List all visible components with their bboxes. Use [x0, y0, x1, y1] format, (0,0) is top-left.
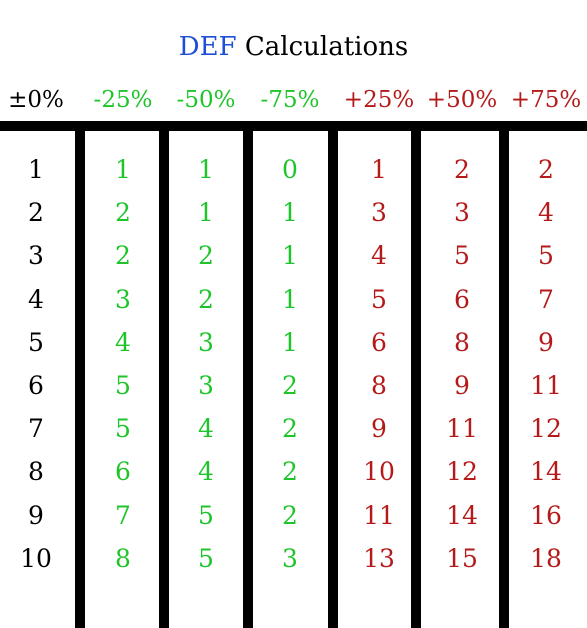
column-header: +25% — [343, 87, 415, 113]
column-divider — [499, 131, 509, 628]
table-cell: 9 — [454, 371, 470, 400]
table-cell: 3 — [28, 241, 44, 271]
table-cell: 2 — [115, 198, 131, 228]
table-cell: 1 — [115, 155, 131, 184]
table-cell: 12 — [530, 414, 562, 444]
table-cell: 3 — [282, 543, 298, 573]
table-cell: 4 — [28, 284, 44, 314]
table-cell: 1 — [282, 284, 298, 314]
table-cell: 4 — [198, 457, 214, 487]
table-cell: 3 — [454, 198, 470, 228]
table-cell: 13 — [363, 543, 395, 573]
title-accent: DEF — [178, 32, 237, 62]
table-cell: 2 — [282, 457, 298, 487]
table-cell: 5 — [538, 241, 554, 271]
table-cell: 1 — [198, 155, 214, 184]
table-cell: 4 — [198, 414, 214, 444]
table-cell: 6 — [454, 284, 470, 314]
table-cell: 9 — [371, 414, 387, 444]
table-cell: 5 — [371, 284, 387, 314]
table-cell: 5 — [198, 500, 214, 530]
table-cell: 2 — [198, 241, 214, 271]
table-cell: 1 — [282, 198, 298, 228]
table-cell: 14 — [446, 500, 478, 530]
table-cell: 5 — [198, 543, 214, 573]
table-cell: 11 — [363, 500, 395, 530]
column-header: +75% — [510, 87, 582, 113]
table-cell: 1 — [371, 155, 387, 184]
column-header: -25% — [93, 87, 153, 113]
table-cell: 1 — [28, 155, 44, 184]
table-cell: 2 — [28, 198, 44, 228]
header-rule — [0, 121, 587, 131]
table-cell: 1 — [282, 241, 298, 271]
table-cell: 2 — [454, 155, 470, 184]
table-cell: 0 — [282, 155, 298, 184]
column-divider — [411, 131, 421, 628]
table-cell: 4 — [371, 241, 387, 271]
table-cell: 8 — [371, 371, 387, 400]
column-divider — [159, 131, 169, 628]
table-cell: 7 — [115, 500, 131, 530]
column-header: -75% — [260, 87, 320, 113]
table-cell: 15 — [446, 543, 478, 573]
table-cell: 3 — [371, 198, 387, 228]
table-cell: 16 — [530, 500, 562, 530]
table-cell: 2 — [282, 371, 298, 400]
table-cell: 14 — [530, 457, 562, 487]
table-cell: 8 — [454, 327, 470, 357]
table-cell: 10 — [363, 457, 395, 487]
column-header: +50% — [426, 87, 498, 113]
table-cell: 11 — [530, 371, 562, 400]
table-cell: 18 — [530, 543, 562, 573]
column-divider — [328, 131, 338, 628]
table-cell: 6 — [28, 371, 44, 400]
table-cell: 2 — [198, 284, 214, 314]
table-cell: 8 — [115, 543, 131, 573]
table-cell: 1 — [198, 198, 214, 228]
table-cell: 5 — [28, 327, 44, 357]
table-cell: 2 — [115, 241, 131, 271]
table-cell: 3 — [115, 284, 131, 314]
title-rest: Calculations — [244, 32, 409, 62]
table-cell: 2 — [538, 155, 554, 184]
column-divider — [75, 131, 85, 628]
table-cell: 8 — [28, 457, 44, 487]
page-title: DEF Calculations — [0, 30, 587, 64]
table-cell: 3 — [198, 371, 214, 400]
table-cell: 5 — [115, 414, 131, 444]
column-header: -50% — [176, 87, 236, 113]
table-cell: 9 — [28, 500, 44, 530]
column-header: ±0% — [8, 87, 64, 113]
table-cell: 5 — [115, 371, 131, 400]
table-cell: 4 — [115, 327, 131, 357]
table-cell: 2 — [282, 414, 298, 444]
table-cell: 6 — [371, 327, 387, 357]
table-cell: 7 — [28, 414, 44, 444]
table-cell: 11 — [446, 414, 478, 444]
table-cell: 3 — [198, 327, 214, 357]
table-cell: 10 — [20, 543, 52, 573]
column-divider — [243, 131, 253, 628]
table-cell: 6 — [115, 457, 131, 487]
table-cell: 4 — [538, 198, 554, 228]
table-cell: 5 — [454, 241, 470, 271]
table-cell: 12 — [446, 457, 478, 487]
table-cell: 1 — [282, 327, 298, 357]
table-cell: 2 — [282, 500, 298, 530]
table-cell: 9 — [538, 327, 554, 357]
table-cell: 7 — [538, 284, 554, 314]
